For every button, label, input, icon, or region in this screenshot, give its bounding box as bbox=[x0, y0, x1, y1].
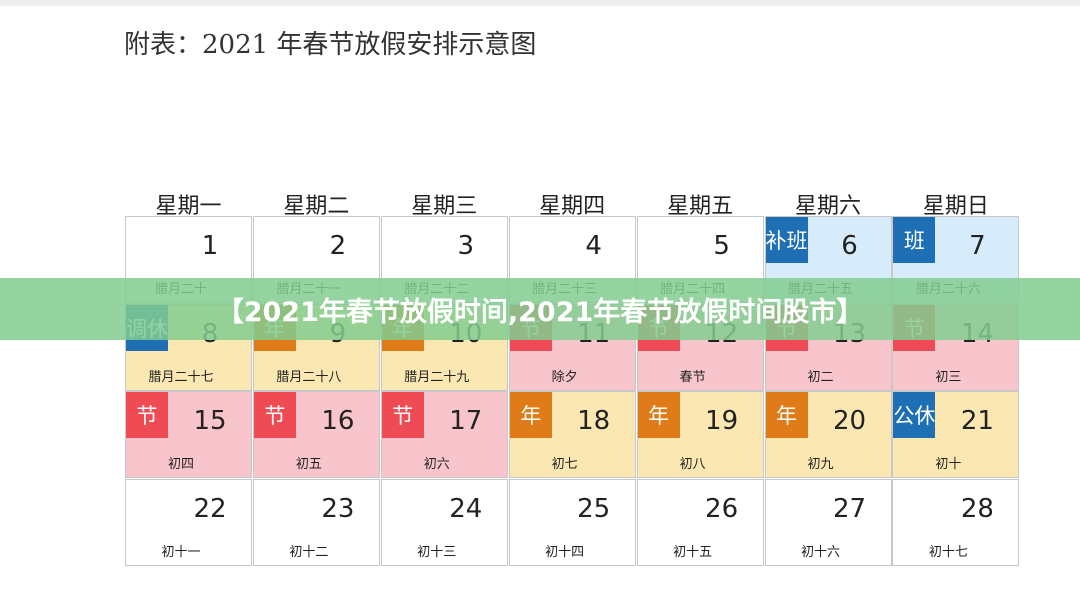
day-tag: 年 bbox=[509, 392, 552, 438]
day-number: 23 bbox=[321, 493, 355, 524]
title: 附表：2021 年春节放假安排示意图 bbox=[124, 30, 537, 60]
lunar-date: 腊月二十七 bbox=[148, 369, 214, 385]
day-number: 21 bbox=[960, 406, 994, 436]
lunar-date: 初十 bbox=[935, 457, 962, 472]
day-number: 4 bbox=[585, 231, 602, 261]
day-cell: 节 17 初六 bbox=[380, 391, 508, 478]
day-number: 2 bbox=[329, 231, 347, 261]
lunar-date: 初十三 bbox=[417, 544, 457, 560]
banner: 【2021年春节放假时间,2021年春节放假时间股市】 bbox=[0, 278, 1080, 340]
lunar-date: 初四 bbox=[167, 457, 194, 472]
day-cell: 24 初十三 bbox=[380, 478, 508, 566]
weekday: 星期二 bbox=[283, 194, 350, 219]
day-tag: 年 bbox=[765, 392, 808, 438]
lunar-date: 初十一 bbox=[161, 544, 201, 560]
lunar-date: 初六 bbox=[423, 457, 450, 472]
day-cell: 节 16 初五 bbox=[252, 391, 380, 478]
lunar-date: 初七 bbox=[551, 457, 578, 472]
day-cell: 公休 21 初十 bbox=[892, 391, 1020, 478]
day-cell: 27 初十六 bbox=[764, 478, 892, 566]
lunar-date: 初九 bbox=[807, 457, 834, 472]
day-number: 22 bbox=[193, 493, 227, 524]
lunar-date: 春节 bbox=[679, 369, 706, 385]
day-number: 17 bbox=[449, 406, 483, 436]
lunar-date: 初十二 bbox=[289, 544, 329, 560]
day-number: 1 bbox=[201, 231, 219, 261]
day-number: 5 bbox=[713, 231, 730, 261]
day-number: 19 bbox=[705, 406, 739, 436]
day-cell: 年 18 初七 bbox=[508, 391, 636, 478]
day-tag: 节 bbox=[381, 392, 424, 438]
weekday: 星期三 bbox=[411, 194, 478, 219]
lunar-date: 初十七 bbox=[928, 544, 968, 560]
lunar-date: 除夕 bbox=[551, 369, 578, 385]
weekday: 星期四 bbox=[539, 194, 606, 219]
weekday: 星期一 bbox=[155, 194, 222, 219]
weekday: 星期六 bbox=[794, 194, 861, 219]
day-cell: 26 初十五 bbox=[636, 478, 764, 566]
day-number: 24 bbox=[449, 493, 483, 524]
day-cell: 年 19 初八 bbox=[636, 391, 764, 478]
day-number: 28 bbox=[960, 493, 994, 524]
lunar-date: 初五 bbox=[295, 457, 322, 472]
day-number: 7 bbox=[969, 231, 986, 261]
day-number: 3 bbox=[457, 231, 475, 261]
lunar-date: 腊月二十八 bbox=[276, 369, 342, 385]
lunar-date: 腊月二十九 bbox=[404, 369, 470, 385]
day-cell: 25 初十四 bbox=[508, 478, 636, 566]
lunar-date: 初十六 bbox=[800, 544, 840, 560]
day-tag: 节 bbox=[126, 392, 168, 438]
day-tag: 公休 bbox=[893, 392, 936, 438]
day-number: 20 bbox=[832, 406, 867, 436]
day-number: 27 bbox=[832, 493, 867, 524]
lunar-date: 初八 bbox=[679, 457, 706, 472]
day-tag: 补班 bbox=[765, 217, 808, 263]
day-number: 16 bbox=[321, 406, 355, 436]
day-cell: 28 初十七 bbox=[892, 478, 1020, 566]
day-tag: 年 bbox=[637, 392, 680, 438]
day-number: 6 bbox=[841, 231, 858, 261]
day-cell: 23 初十二 bbox=[252, 478, 380, 566]
day-tag: 班 bbox=[893, 217, 936, 263]
lunar-date: 初三 bbox=[935, 369, 962, 385]
day-cell: 节 15 初四 bbox=[125, 391, 252, 478]
weekday: 星期日 bbox=[922, 194, 989, 219]
day-number: 15 bbox=[193, 406, 227, 436]
day-cell: 年 20 初九 bbox=[764, 391, 892, 478]
day-number: 25 bbox=[577, 493, 611, 524]
day-cell: 22 初十一 bbox=[125, 478, 252, 566]
day-number: 18 bbox=[577, 406, 611, 436]
lunar-date: 初二 bbox=[807, 369, 834, 385]
lunar-date: 初十四 bbox=[545, 544, 585, 560]
weekday: 星期五 bbox=[667, 194, 734, 219]
day-number: 26 bbox=[705, 493, 739, 524]
lunar-date: 初十五 bbox=[673, 544, 713, 560]
day-tag: 节 bbox=[253, 392, 296, 438]
